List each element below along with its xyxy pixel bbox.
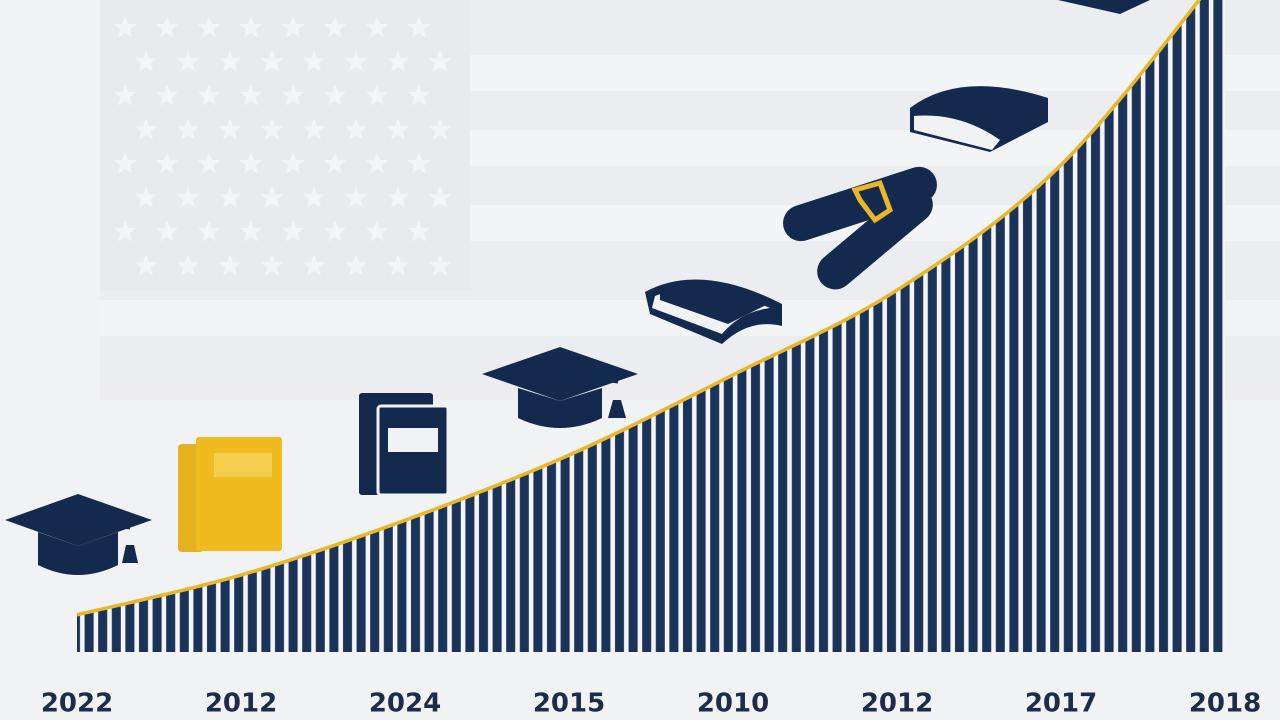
star — [260, 186, 284, 208]
x-tick-label: 2015 — [533, 689, 605, 719]
star — [302, 118, 326, 140]
star — [197, 220, 221, 242]
star — [281, 16, 305, 38]
star — [155, 220, 179, 242]
star — [197, 152, 221, 174]
star — [323, 220, 347, 242]
book-icon — [178, 437, 282, 552]
star — [218, 118, 242, 140]
star — [155, 16, 179, 38]
star — [344, 118, 368, 140]
x-tick-label: 2010 — [697, 689, 769, 719]
star — [197, 16, 221, 38]
star — [113, 152, 137, 174]
star — [428, 50, 452, 72]
book-icon — [645, 279, 782, 344]
star — [155, 152, 179, 174]
star — [218, 50, 242, 72]
star — [176, 118, 200, 140]
star — [239, 152, 263, 174]
star — [302, 186, 326, 208]
x-tick-label: 2017 — [1025, 689, 1097, 719]
x-tick-label: 2012 — [861, 689, 933, 719]
star — [386, 254, 410, 276]
star — [176, 254, 200, 276]
star — [113, 220, 137, 242]
star — [344, 50, 368, 72]
star — [365, 220, 389, 242]
star — [176, 186, 200, 208]
star — [260, 50, 284, 72]
star — [281, 152, 305, 174]
plot-area: 2022 2012 2024 2015 2010 2012 2017 2018 — [41, 0, 1261, 719]
x-tick-label: 2024 — [369, 689, 441, 719]
star — [134, 254, 158, 276]
star — [344, 254, 368, 276]
grad-cap-icon — [482, 347, 638, 428]
star — [113, 16, 137, 38]
star — [428, 254, 452, 276]
book-icon — [1058, 0, 1150, 14]
star — [134, 118, 158, 140]
star — [323, 84, 347, 106]
star — [239, 84, 263, 106]
trend-line — [76, 0, 1202, 617]
star — [386, 118, 410, 140]
star — [281, 84, 305, 106]
diploma-icon — [783, 166, 937, 290]
star — [260, 118, 284, 140]
x-tick-label: 2022 — [41, 689, 113, 719]
star — [407, 84, 431, 106]
star — [428, 186, 452, 208]
star — [407, 16, 431, 38]
x-tick-label: 2018 — [1189, 689, 1261, 719]
star — [218, 254, 242, 276]
star — [428, 118, 452, 140]
star — [155, 84, 179, 106]
star — [239, 220, 263, 242]
star — [176, 50, 200, 72]
book-icon — [910, 86, 1048, 152]
star — [302, 50, 326, 72]
star — [239, 16, 263, 38]
star — [197, 84, 221, 106]
star — [365, 16, 389, 38]
star — [260, 254, 284, 276]
star — [218, 186, 242, 208]
star — [386, 50, 410, 72]
star — [344, 186, 368, 208]
flag-stars — [113, 16, 452, 276]
star — [323, 152, 347, 174]
grad-cap-icon — [5, 494, 152, 575]
star — [302, 254, 326, 276]
star — [113, 84, 137, 106]
star — [134, 186, 158, 208]
book-icon — [359, 393, 450, 497]
star — [281, 220, 305, 242]
star — [407, 220, 431, 242]
star — [386, 186, 410, 208]
star — [407, 152, 431, 174]
star — [365, 84, 389, 106]
star — [134, 50, 158, 72]
star — [365, 152, 389, 174]
star — [323, 16, 347, 38]
x-tick-label: 2012 — [205, 689, 277, 719]
striped-area — [77, 0, 1225, 652]
